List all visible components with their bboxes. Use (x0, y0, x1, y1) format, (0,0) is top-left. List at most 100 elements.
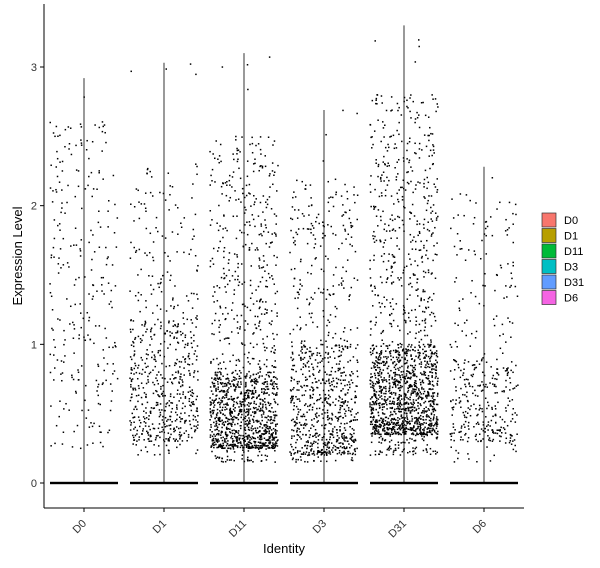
data-point (326, 288, 329, 291)
data-point (407, 398, 410, 400)
data-point (238, 369, 241, 372)
data-point (398, 216, 401, 219)
data-point (248, 447, 251, 450)
data-point (321, 436, 324, 439)
data-point (217, 418, 220, 421)
data-point (236, 215, 238, 217)
data-point (346, 440, 349, 443)
data-point (348, 217, 351, 220)
data-point (355, 413, 357, 415)
data-point (454, 403, 457, 405)
data-point (115, 346, 117, 348)
data-point (235, 431, 238, 433)
data-point (397, 424, 400, 426)
data-point (181, 332, 184, 335)
data-point (380, 312, 382, 314)
data-point (411, 390, 413, 392)
data-point (335, 191, 338, 193)
data-point (391, 393, 393, 395)
data-point (400, 410, 402, 413)
data-point (176, 408, 178, 410)
data-point (423, 299, 425, 301)
data-point (98, 425, 101, 428)
data-point (415, 417, 418, 419)
data-point (236, 439, 238, 442)
data-point (146, 450, 149, 453)
data-point (332, 274, 335, 276)
data-point (246, 425, 248, 427)
data-point (353, 432, 355, 435)
data-point (250, 427, 253, 429)
data-point (409, 396, 411, 399)
data-point (308, 350, 311, 353)
data-point (509, 437, 512, 439)
data-point (235, 359, 238, 362)
data-point (255, 397, 258, 400)
data-point (245, 411, 247, 414)
data-point (404, 207, 406, 209)
data-point (315, 441, 317, 443)
data-point (402, 223, 405, 226)
data-point (159, 282, 161, 285)
data-point (453, 439, 455, 442)
data-point (385, 281, 388, 284)
data-point (252, 392, 254, 394)
data-point (374, 235, 376, 238)
data-point (393, 203, 395, 205)
data-point (234, 377, 236, 379)
data-point (221, 423, 224, 425)
data-point (336, 307, 338, 310)
data-point (423, 356, 426, 358)
data-point (253, 412, 256, 415)
data-point (379, 240, 382, 243)
data-point (422, 101, 424, 104)
data-point (314, 238, 317, 240)
data-point (134, 362, 136, 365)
data-point (244, 417, 246, 420)
data-point (169, 418, 172, 421)
data-point (435, 369, 438, 372)
data-point (339, 404, 342, 407)
data-point (167, 347, 169, 349)
data-point (415, 152, 417, 155)
data-point (400, 395, 402, 397)
data-point (131, 378, 134, 380)
data-point (276, 312, 278, 314)
data-point (251, 214, 254, 216)
data-point (130, 383, 132, 386)
data-point (221, 66, 224, 68)
data-point (58, 415, 60, 418)
data-point (316, 407, 318, 410)
data-point (130, 344, 133, 346)
data-point (414, 121, 416, 124)
data-point (345, 447, 348, 449)
data-point (50, 295, 53, 298)
data-point (189, 374, 191, 376)
data-point (421, 433, 424, 435)
data-point (184, 334, 187, 336)
data-point (56, 150, 58, 153)
data-point (374, 395, 377, 397)
data-point (301, 212, 304, 215)
data-point (386, 426, 388, 429)
data-point (254, 380, 256, 382)
data-point (211, 168, 214, 171)
data-point (409, 364, 412, 367)
data-point (97, 383, 100, 386)
data-point (336, 382, 339, 385)
data-point (149, 434, 152, 437)
data-point (101, 284, 103, 286)
data-point (298, 398, 300, 400)
data-point (105, 141, 107, 144)
data-point (257, 381, 259, 383)
data-point (269, 383, 272, 385)
data-point (92, 295, 94, 298)
data-point (268, 196, 271, 198)
data-point (274, 400, 276, 403)
data-point (233, 397, 236, 400)
data-point (384, 362, 387, 365)
data-point (242, 403, 245, 406)
data-point (91, 140, 94, 143)
data-point (386, 357, 388, 360)
data-point (99, 226, 102, 228)
